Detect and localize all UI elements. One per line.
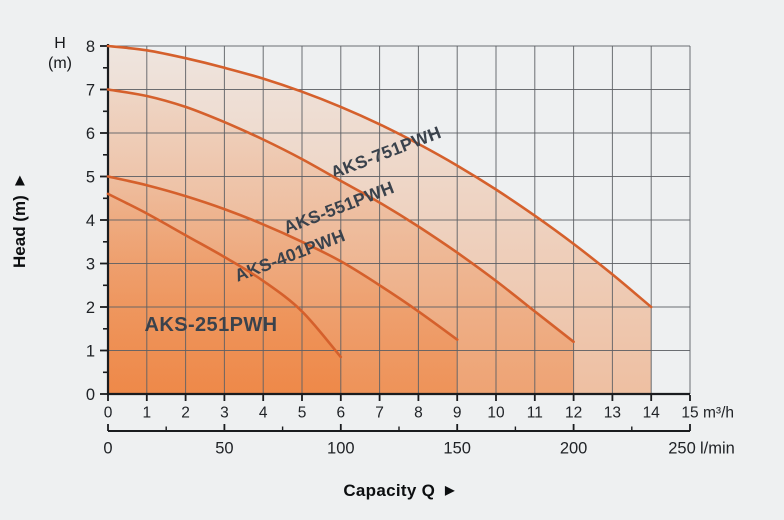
right-arrow-icon: ▶ <box>445 483 455 497</box>
y-axis-unit-label: H (m) <box>34 34 86 74</box>
y-axis-title-text: Head (m) <box>10 195 29 268</box>
lmin-tick-label-0: 0 <box>103 440 112 458</box>
lmin-tick-label-100: 100 <box>327 440 355 458</box>
x-tick-label-2: 2 <box>181 405 190 422</box>
up-arrow-icon: ▶ <box>12 176 26 186</box>
y-tick-label-5: 5 <box>86 169 95 187</box>
y-tick-label-0: 0 <box>86 386 95 404</box>
pump-curve-aks-251pwh <box>106 192 343 359</box>
x-tick-label-6: 6 <box>336 405 345 422</box>
x-tick-label-13: 13 <box>604 405 621 422</box>
x-tick-label-3: 3 <box>220 405 229 422</box>
pump-curve-aks-401pwh <box>106 175 459 341</box>
x-axis-title-text: Capacity Q <box>343 481 436 500</box>
y-tick-label-8: 8 <box>86 38 95 56</box>
lmin-axis-unit-label: l/min <box>700 440 735 458</box>
lmin-tick-label-150: 150 <box>443 440 471 458</box>
y-tick-label-1: 1 <box>86 343 95 361</box>
y-tick-label-2: 2 <box>86 299 95 317</box>
y-tick-label-3: 3 <box>86 256 95 274</box>
y-axis-title: Head (m) ▶ <box>10 142 32 302</box>
lmin-tick-label-250: 250 <box>668 440 696 458</box>
y-tick-label-6: 6 <box>86 125 95 143</box>
pump-curve-aks-751pwh <box>106 44 653 309</box>
x-tick-label-11: 11 <box>527 405 543 422</box>
x-tick-label-12: 12 <box>565 405 582 422</box>
lmin-tick-label-50: 50 <box>215 440 233 458</box>
pump-curve-aks-551pwh <box>106 88 575 344</box>
lmin-tick-label-200: 200 <box>560 440 588 458</box>
pump-label-aks-251pwh: AKS-251PWH <box>145 314 278 336</box>
x-axis-title: Capacity Q ▶ <box>108 481 690 501</box>
x-tick-label-8: 8 <box>414 405 423 422</box>
y-tick-label-4: 4 <box>86 212 95 230</box>
y-axis-unit-line1: H <box>54 35 66 52</box>
x-tick-label-4: 4 <box>259 405 268 422</box>
x-tick-label-9: 9 <box>453 405 462 422</box>
x-tick-label-5: 5 <box>298 405 307 422</box>
x-tick-label-7: 7 <box>375 405 384 422</box>
x-axis-unit-label: m³/h <box>703 405 734 422</box>
x-tick-label-0: 0 <box>104 405 113 422</box>
y-axis-unit-line2: (m) <box>48 55 72 72</box>
y-tick-label-7: 7 <box>86 82 95 100</box>
x-tick-label-10: 10 <box>487 405 505 422</box>
x-tick-label-14: 14 <box>643 405 661 422</box>
x-tick-label-15: 15 <box>681 405 698 422</box>
x-tick-label-1: 1 <box>142 405 151 422</box>
